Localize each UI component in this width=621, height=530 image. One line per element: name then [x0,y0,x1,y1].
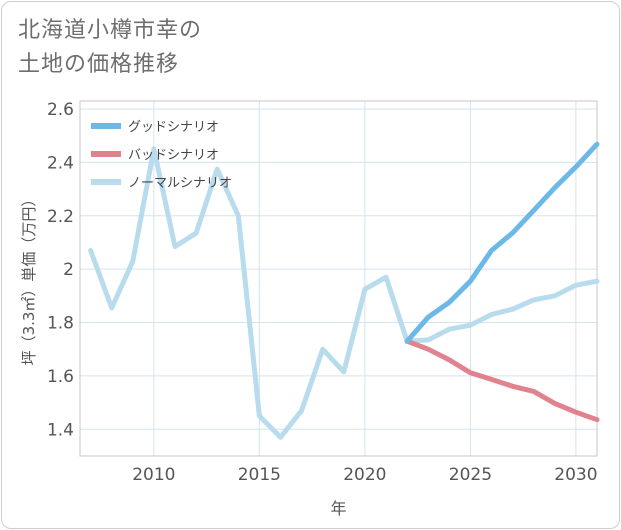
y-tick-label: 2.6 [47,100,74,120]
y-tick-label: 2.4 [47,153,74,173]
y-tick-label: 1.6 [47,367,74,387]
y-tick-label: 1.4 [47,420,74,440]
y-tick-label: 2.2 [47,207,74,227]
chart-title: 北海道小樽市幸の 土地の価格推移 [18,14,202,82]
x-tick-label: 2015 [238,465,281,485]
y-tick-label: 1.8 [47,314,74,334]
legend-label-0: グッドシナリオ [128,120,219,135]
x-tick-label: 2010 [132,465,175,485]
y-axis-title: 坪（3.3㎡）単価（万円） [20,192,38,366]
chart-title-line-2: 土地の価格推移 [18,52,180,77]
series-line-1 [404,338,600,423]
x-tick-label: 2020 [343,465,386,485]
y-tick-label: 2 [63,260,74,280]
chart-title-line-1: 北海道小樽市幸の [18,18,203,43]
plot-frame [79,100,598,457]
x-axis-title: 年 [330,499,346,518]
x-tick-label: 2030 [554,465,597,485]
legend-label-2: ノーマルシナリオ [128,176,232,191]
series-line-2 [88,146,600,440]
legend-label-1: バッドシナリオ [128,148,219,163]
x-tick-label: 2025 [449,465,492,485]
series-line-0 [404,141,600,344]
